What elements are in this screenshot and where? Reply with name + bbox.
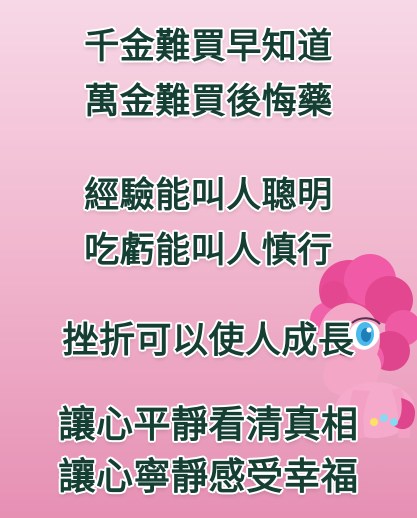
pony-illustration (310, 254, 417, 438)
quote-line-7: 讓心寧靜感受幸福 (58, 455, 359, 498)
quote-line-4: 吃虧能叫人慎行 (84, 231, 333, 271)
quote-line-3: 經驗能叫人聰明 (84, 176, 333, 216)
quote-line-1: 千金難買早知道 (84, 27, 333, 67)
quote-line-5: 挫折可以使人成長 (62, 320, 355, 361)
quote-line-6: 讓心平靜看清真相 (58, 403, 359, 446)
quote-line-2: 萬金難買後悔藥 (84, 82, 333, 122)
pony-body (335, 382, 416, 438)
